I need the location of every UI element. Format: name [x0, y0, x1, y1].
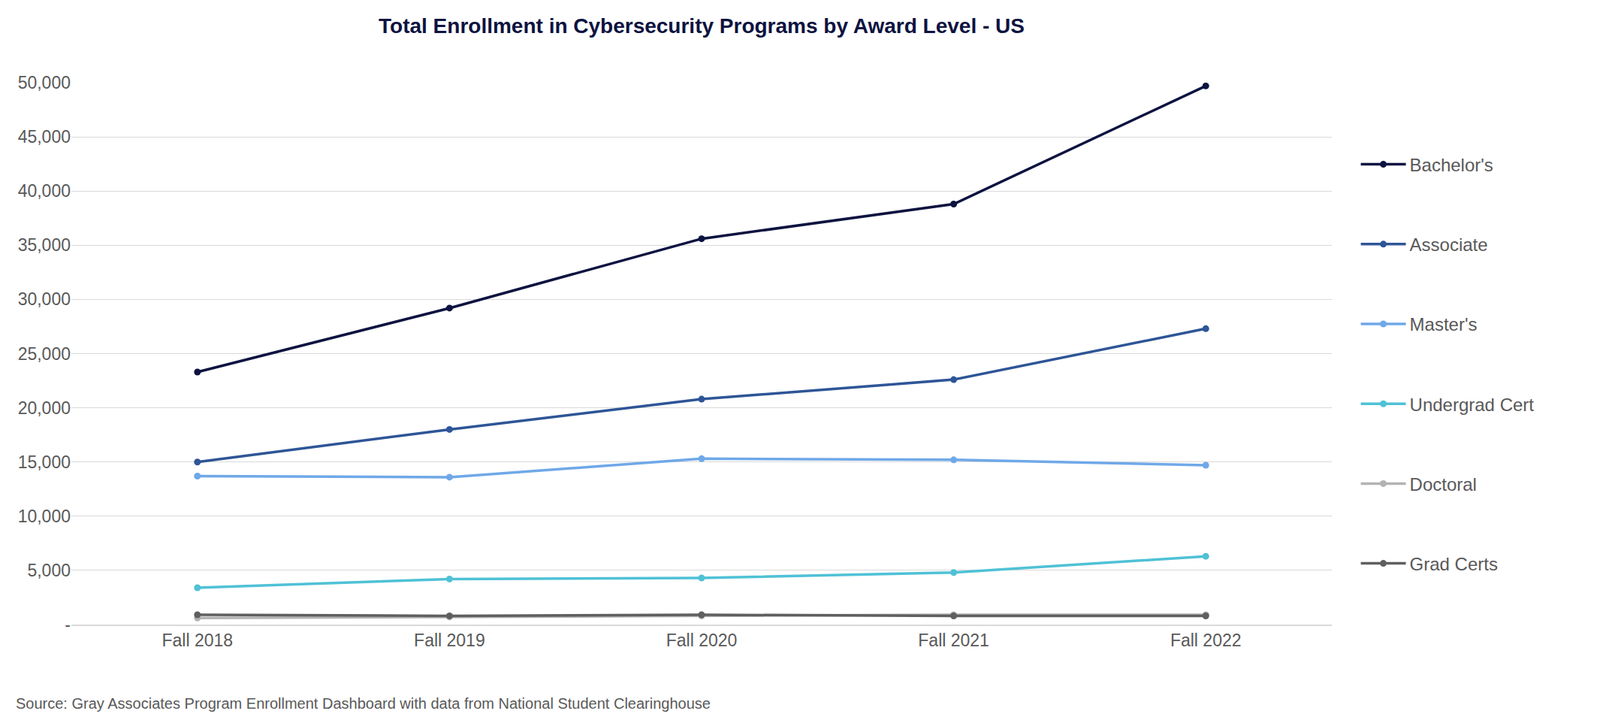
svg-text:10,000: 10,000 [18, 506, 71, 526]
svg-text:15,000: 15,000 [18, 452, 71, 472]
svg-text:Fall 2022: Fall 2022 [1170, 630, 1242, 650]
svg-text:25,000: 25,000 [18, 344, 71, 364]
svg-text:Grad Certs: Grad Certs [1409, 553, 1498, 574]
svg-text:Doctoral: Doctoral [1409, 473, 1477, 495]
svg-text:Master's: Master's [1409, 313, 1478, 335]
svg-text:Total Enrollment in Cybersecur: Total Enrollment in Cybersecurity Progra… [378, 14, 1025, 38]
svg-text:Undergrad Cert: Undergrad Cert [1409, 394, 1535, 415]
svg-text:Source: Gray Associates Progra: Source: Gray Associates Program Enrollme… [15, 694, 711, 712]
svg-text:35,000: 35,000 [18, 235, 71, 255]
svg-text:Bachelor's: Bachelor's [1409, 154, 1494, 176]
svg-text:45,000: 45,000 [18, 126, 71, 147]
svg-text:Fall 2018: Fall 2018 [161, 630, 233, 650]
svg-text:-: - [64, 614, 71, 634]
svg-text:50,000: 50,000 [18, 72, 71, 93]
svg-text:5,000: 5,000 [27, 560, 71, 580]
svg-text:Fall 2021: Fall 2021 [917, 630, 990, 650]
svg-text:40,000: 40,000 [18, 181, 71, 201]
svg-text:Associate: Associate [1409, 234, 1489, 255]
svg-text:20,000: 20,000 [18, 398, 71, 418]
svg-text:30,000: 30,000 [18, 289, 71, 309]
svg-text:Fall 2020: Fall 2020 [666, 630, 738, 650]
svg-text:Fall 2019: Fall 2019 [413, 630, 486, 650]
